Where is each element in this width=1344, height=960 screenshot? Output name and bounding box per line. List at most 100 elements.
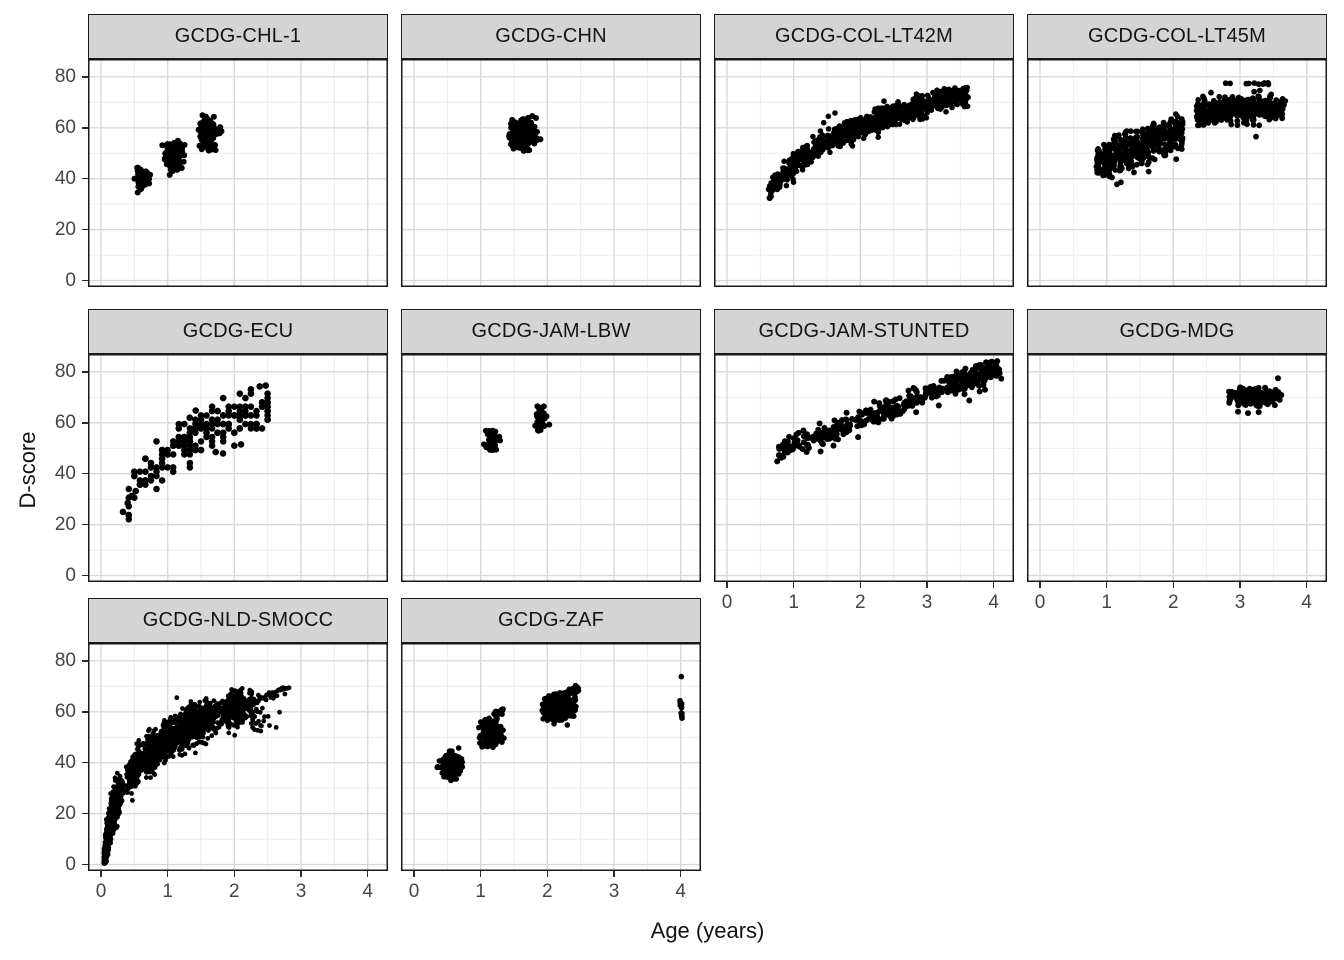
x-tick-mark bbox=[233, 871, 236, 877]
y-tick-label: 60 bbox=[54, 411, 76, 433]
y-tick-label: 20 bbox=[54, 218, 76, 240]
y-tick-mark bbox=[82, 660, 88, 662]
x-tick-label: 2 bbox=[1168, 592, 1179, 613]
x-tick-label: 3 bbox=[295, 881, 307, 902]
y-tick-label: 40 bbox=[54, 167, 76, 189]
facet-strip: GCDG-JAM-LBW bbox=[401, 309, 701, 354]
facet-title: GCDG-COL-LT42M bbox=[774, 25, 953, 47]
scatter-panel bbox=[714, 59, 1014, 287]
scatter-panel bbox=[401, 59, 701, 287]
x-tick-label: 0 bbox=[95, 881, 107, 902]
x-tick-label: 4 bbox=[1301, 592, 1312, 613]
x-tick-mark bbox=[926, 582, 928, 588]
facet-strip: GCDG-COL-LT45M bbox=[1027, 14, 1327, 59]
y-tick-label: 60 bbox=[54, 700, 76, 722]
x-tick-label: 2 bbox=[542, 881, 553, 902]
y-tick-mark bbox=[82, 228, 88, 231]
facet-title: GCDG-CHN bbox=[495, 25, 607, 47]
y-tick-label: 20 bbox=[54, 802, 76, 824]
x-tick-mark bbox=[1239, 582, 1241, 588]
facet-strip: GCDG-NLD-SMOCC bbox=[88, 598, 388, 643]
x-tick-mark bbox=[992, 582, 995, 588]
x-tick-label: 1 bbox=[1101, 592, 1112, 613]
x-tick-label: 1 bbox=[162, 881, 173, 902]
x-tick-mark bbox=[546, 871, 549, 877]
y-tick-mark bbox=[82, 371, 88, 373]
facet-title: GCDG-JAM-STUNTED bbox=[758, 320, 970, 342]
facet-strip: GCDG-ECU bbox=[88, 309, 388, 354]
scatter-panel bbox=[88, 643, 388, 871]
x-tick-mark bbox=[726, 582, 728, 588]
y-axis-title: D-score bbox=[15, 431, 40, 509]
facet-title: GCDG-JAM-LBW bbox=[471, 320, 631, 342]
y-tick-label: 60 bbox=[54, 116, 76, 138]
y-tick-mark bbox=[82, 279, 88, 282]
x-tick-label: 0 bbox=[721, 592, 733, 613]
x-tick-label: 4 bbox=[675, 881, 686, 902]
x-tick-mark bbox=[166, 871, 169, 877]
x-tick-mark bbox=[413, 871, 415, 877]
scatter-panel bbox=[1027, 59, 1327, 287]
x-tick-mark bbox=[366, 871, 369, 877]
facet-strip: GCDG-MDG bbox=[1027, 309, 1327, 354]
facet-title: GCDG-ECU bbox=[182, 320, 294, 342]
x-axis-title: Age (years) bbox=[650, 918, 765, 943]
y-tick-mark bbox=[82, 761, 88, 764]
x-tick-mark bbox=[679, 871, 682, 877]
x-tick-label: 3 bbox=[608, 881, 620, 902]
scatter-panel bbox=[88, 354, 388, 582]
x-tick-label: 1 bbox=[475, 881, 486, 902]
facet-strip: GCDG-CHL-1 bbox=[88, 14, 388, 59]
x-tick-mark bbox=[1039, 582, 1041, 588]
x-tick-label: 3 bbox=[1234, 592, 1246, 613]
x-tick-label: 2 bbox=[229, 881, 240, 902]
y-tick-label: 40 bbox=[54, 462, 76, 484]
y-tick-mark bbox=[82, 472, 88, 475]
y-tick-mark bbox=[82, 863, 88, 866]
y-tick-mark bbox=[82, 76, 88, 78]
y-tick-label: 80 bbox=[54, 360, 76, 382]
x-tick-label: 0 bbox=[408, 881, 420, 902]
y-tick-label: 0 bbox=[65, 564, 76, 586]
x-tick-mark bbox=[792, 582, 795, 588]
scatter-panel bbox=[1027, 354, 1327, 582]
scatter-panel bbox=[88, 59, 388, 287]
y-tick-mark bbox=[82, 711, 88, 713]
x-tick-label: 1 bbox=[788, 592, 799, 613]
y-tick-mark bbox=[82, 177, 88, 180]
facet-title: GCDG-MDG bbox=[1119, 320, 1235, 342]
facet-title: GCDG-CHL-1 bbox=[174, 25, 302, 47]
x-tick-mark bbox=[479, 871, 482, 877]
x-tick-mark bbox=[300, 871, 302, 877]
facet-title: GCDG-NLD-SMOCC bbox=[142, 609, 334, 631]
x-tick-label: 0 bbox=[1034, 592, 1046, 613]
x-tick-label: 3 bbox=[921, 592, 933, 613]
x-tick-mark bbox=[1172, 582, 1175, 588]
y-tick-mark bbox=[82, 574, 88, 577]
x-tick-mark bbox=[613, 871, 615, 877]
facet-title: GCDG-ZAF bbox=[497, 609, 605, 631]
x-tick-mark bbox=[859, 582, 862, 588]
y-tick-mark bbox=[82, 422, 88, 424]
x-tick-mark bbox=[100, 871, 102, 877]
x-tick-label: 4 bbox=[988, 592, 999, 613]
y-tick-label: 40 bbox=[54, 751, 76, 773]
y-tick-label: 80 bbox=[54, 65, 76, 87]
facet-title: GCDG-COL-LT45M bbox=[1087, 25, 1266, 47]
y-tick-mark bbox=[82, 523, 88, 526]
x-tick-label: 4 bbox=[362, 881, 373, 902]
facet-strip: GCDG-ZAF bbox=[401, 598, 701, 643]
x-tick-mark bbox=[1305, 582, 1308, 588]
scatter-panel bbox=[714, 354, 1014, 582]
y-tick-label: 20 bbox=[54, 513, 76, 535]
facet-strip: GCDG-JAM-STUNTED bbox=[714, 309, 1014, 354]
y-tick-label: 0 bbox=[65, 853, 76, 875]
y-tick-label: 80 bbox=[54, 649, 76, 671]
x-tick-label: 2 bbox=[855, 592, 866, 613]
facet-strip: GCDG-CHN bbox=[401, 14, 701, 59]
x-tick-mark bbox=[1105, 582, 1108, 588]
scatter-panel bbox=[401, 354, 701, 582]
scatter-panel bbox=[401, 643, 701, 871]
facet-strip: GCDG-COL-LT42M bbox=[714, 14, 1014, 59]
